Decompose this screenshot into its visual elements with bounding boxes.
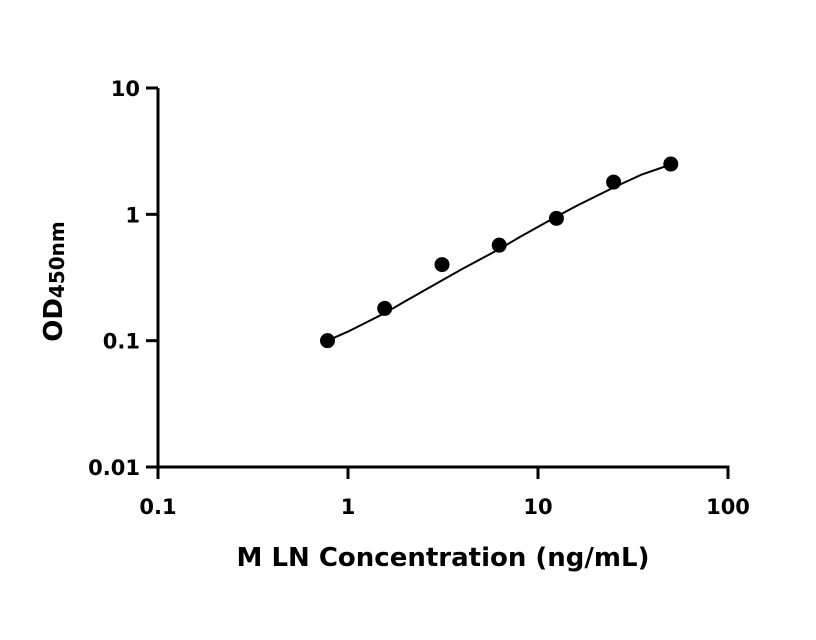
y-axis-title: OD450nm — [39, 221, 69, 342]
data-point — [606, 174, 622, 190]
y-axis-title-sub: 450nm — [45, 221, 69, 298]
axes: 0.1 1 10 100 0.01 0.1 1 10 — [88, 77, 750, 519]
x-tick-label: 0.1 — [139, 495, 176, 519]
y-tick-label: 0.01 — [88, 456, 140, 480]
data-point — [434, 257, 450, 273]
data-point — [548, 210, 564, 226]
y-axis-title-main: OD — [39, 298, 69, 342]
data-point — [377, 300, 393, 316]
data-point — [663, 156, 679, 172]
x-tick-label: 1 — [341, 495, 356, 519]
data-points-layer — [319, 156, 679, 349]
x-axis-title: M LN Concentration (ng/mL) — [237, 543, 650, 573]
y-tick-label: 0.1 — [103, 330, 140, 354]
x-tick-label: 100 — [706, 495, 750, 519]
y-tick-label: 1 — [125, 203, 140, 227]
y-tick-label: 10 — [111, 77, 140, 101]
x-tick-label: 10 — [523, 495, 552, 519]
data-point — [319, 333, 335, 349]
data-point — [491, 237, 507, 253]
